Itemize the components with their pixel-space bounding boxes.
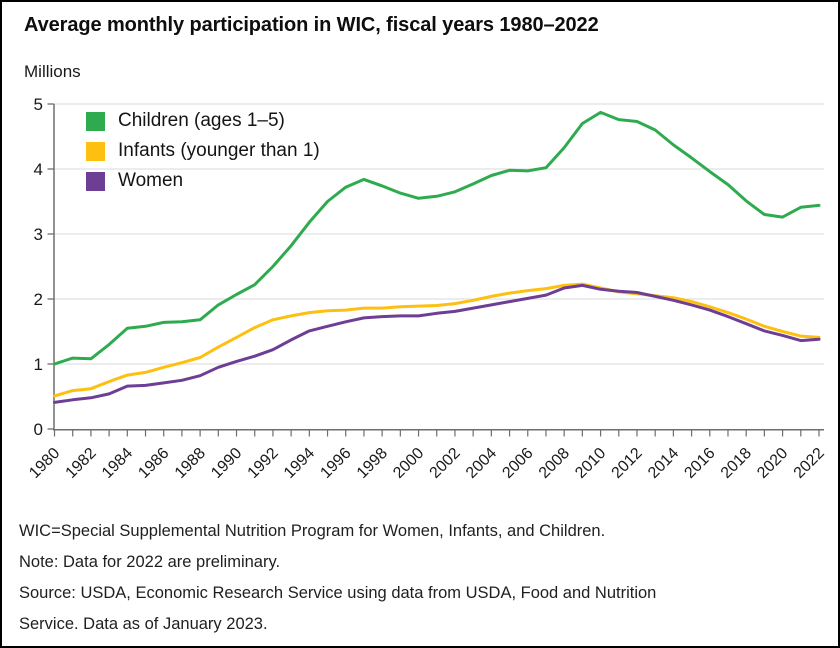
y-axis-tick-label: 0: [34, 420, 43, 439]
legend-swatch: [86, 111, 105, 131]
y-axis-unit-label: Millions: [24, 62, 81, 81]
x-axis-tick-label: 2004: [463, 445, 500, 482]
y-axis-tick-label: 3: [34, 225, 43, 244]
y-axis-tick-label: 5: [34, 95, 43, 114]
legend-swatch: [86, 141, 105, 161]
series-line: [53, 283, 821, 404]
legend-label: Women: [118, 170, 184, 191]
legend-item: Children (ages 1–5): [86, 106, 320, 136]
x-axis-tick-label: 2012: [609, 445, 646, 482]
series-line: [53, 282, 821, 398]
x-axis-tick-label: 1998: [354, 445, 391, 482]
x-axis-tick-label: 1992: [245, 445, 282, 482]
x-axis-tick-label: 1994: [281, 445, 318, 482]
legend-label: Children (ages 1–5): [118, 110, 285, 131]
footer: WIC=Special Supplemental Nutrition Progr…: [19, 516, 677, 640]
x-axis-tick-label: 2020: [754, 445, 791, 482]
x-axis-tick-label: 2006: [499, 445, 536, 482]
gridlines: [54, 103, 824, 365]
x-axis-tick-label: 2008: [536, 445, 573, 482]
y-axis-tick-label: 4: [34, 160, 43, 179]
legend-swatch: [86, 171, 105, 191]
x-axis-tick-label: 2018: [718, 445, 755, 482]
footer-source: Source: USDA, Economic Research Service …: [19, 584, 657, 633]
x-axis-tick-label: 1990: [208, 445, 245, 482]
x-axis-tick-label: 2010: [572, 445, 609, 482]
series-line: [53, 110, 821, 366]
footer-note: Note: Data for 2022 are preliminary.: [19, 553, 281, 571]
legend-item: Infants (younger than 1): [86, 136, 320, 166]
chart-title: Average monthly participation in WIC, fi…: [24, 14, 599, 36]
x-axis-tick-label: 1980: [26, 445, 63, 482]
x-axis-tick-label: 1996: [317, 445, 354, 482]
x-axis-tick-label: 2022: [791, 445, 828, 482]
x-axis-tick-label: 2014: [645, 445, 682, 482]
footer-definition: WIC=Special Supplemental Nutrition Progr…: [19, 522, 606, 540]
legend-item: Women: [86, 166, 320, 196]
legend: Children (ages 1–5) Infants (younger than…: [86, 106, 320, 196]
x-axis-tick-label: 1984: [99, 445, 136, 482]
x-axis-tick-label: 1988: [172, 445, 209, 482]
legend-label: Infants (younger than 1): [118, 140, 320, 161]
x-axis-tick-label: 1986: [135, 445, 172, 482]
x-axis-tick-label: 2016: [681, 445, 718, 482]
x-axis-tick-label: 2000: [390, 445, 427, 482]
y-axis-tick-label: 2: [34, 290, 43, 309]
x-axis-tick-label: 2002: [427, 445, 464, 482]
y-axis-tick-label: 1: [34, 355, 43, 374]
x-axis-tick-label: 1982: [63, 445, 100, 482]
